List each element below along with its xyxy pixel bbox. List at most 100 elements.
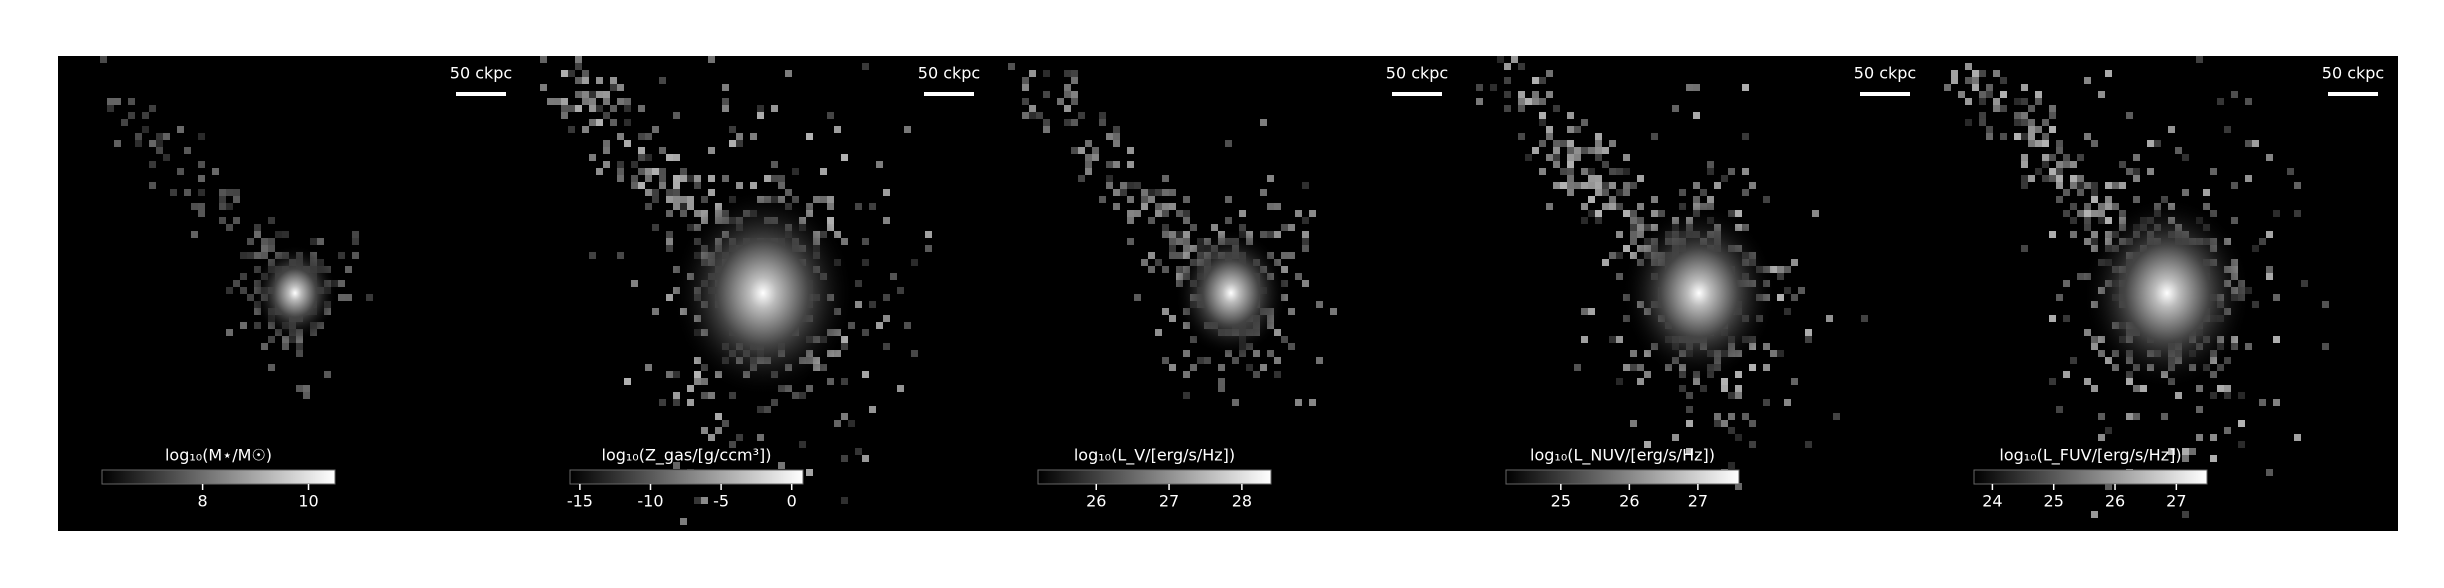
pixel — [1972, 77, 1979, 84]
pixel — [268, 245, 275, 252]
pixel — [2056, 168, 2063, 175]
pixel — [701, 378, 708, 385]
pixel — [2056, 406, 2063, 413]
pixel — [1567, 126, 1574, 133]
pixel — [680, 168, 687, 175]
pixel — [1721, 385, 1728, 392]
pixel — [1623, 154, 1630, 161]
pixel — [652, 126, 659, 133]
pixel — [1651, 210, 1658, 217]
pixel — [1609, 203, 1616, 210]
pixel — [1036, 112, 1043, 119]
pixel — [1651, 133, 1658, 140]
pixel — [785, 70, 792, 77]
pixel — [1616, 189, 1623, 196]
pixel — [771, 105, 778, 112]
pixel — [701, 392, 708, 399]
pixel — [596, 91, 603, 98]
pixel — [1574, 154, 1581, 161]
pixel — [799, 441, 806, 448]
pixel — [1239, 224, 1246, 231]
pixel — [2294, 434, 2301, 441]
pixel — [1965, 77, 1972, 84]
pixel — [352, 231, 359, 238]
pixel — [1232, 399, 1239, 406]
pixel — [1742, 189, 1749, 196]
pixel — [2224, 126, 2231, 133]
core — [672, 189, 854, 397]
pixel — [1546, 126, 1553, 133]
pixel — [1043, 126, 1050, 133]
pixel — [345, 266, 352, 273]
pixel — [1581, 336, 1588, 343]
pixel — [848, 322, 855, 329]
pixel — [1567, 147, 1574, 154]
pixel — [2077, 154, 2084, 161]
pixel — [2147, 168, 2154, 175]
pixel — [1623, 168, 1630, 175]
core — [1175, 229, 1287, 357]
pixel — [1637, 203, 1644, 210]
pixel — [785, 189, 792, 196]
pixel — [128, 112, 135, 119]
pixel — [254, 266, 261, 273]
pixel — [2014, 112, 2021, 119]
pixel — [2252, 245, 2259, 252]
pixel — [1609, 252, 1616, 259]
pixel — [2119, 161, 2126, 168]
pixel — [771, 175, 778, 182]
pixel — [282, 231, 289, 238]
pixel — [1986, 133, 1993, 140]
pixel — [1728, 427, 1735, 434]
pixel — [2028, 119, 2035, 126]
pixel — [1644, 371, 1651, 378]
pixel — [2133, 413, 2140, 420]
pixel — [1602, 259, 1609, 266]
pixel — [757, 112, 764, 119]
pixel — [2049, 168, 2056, 175]
pixel — [673, 203, 680, 210]
pixel — [1155, 189, 1162, 196]
pixel — [1581, 182, 1588, 189]
pixel — [1623, 364, 1630, 371]
pixel — [1211, 224, 1218, 231]
pixel — [1979, 91, 1986, 98]
pixel — [2014, 133, 2021, 140]
pixel — [827, 203, 834, 210]
pixel — [1539, 98, 1546, 105]
colorbar-tick-label: 28 — [1232, 492, 1252, 511]
pixel — [1588, 147, 1595, 154]
pixel — [1518, 63, 1525, 70]
pixel — [596, 119, 603, 126]
pixel — [575, 105, 582, 112]
pixel — [1721, 420, 1728, 427]
pixel — [1637, 231, 1644, 238]
pixel — [1281, 252, 1288, 259]
pixel — [1602, 203, 1609, 210]
pixel — [1511, 56, 1518, 63]
pixel — [268, 336, 275, 343]
pixel — [2091, 511, 2098, 518]
pixel — [1141, 189, 1148, 196]
pixel — [834, 126, 841, 133]
pixel — [624, 140, 631, 147]
pixel — [687, 385, 694, 392]
colorbar-tick-label: -15 — [567, 492, 593, 511]
pixel — [1316, 357, 1323, 364]
pixel — [2000, 105, 2007, 112]
pixel — [2266, 266, 2273, 273]
pixel — [1630, 217, 1637, 224]
scale-label: 50 ckpc — [450, 64, 512, 83]
pixel — [589, 98, 596, 105]
pixel — [1728, 413, 1735, 420]
pixel — [2245, 98, 2252, 105]
pixel — [142, 112, 149, 119]
pixel — [673, 399, 680, 406]
pixel — [1225, 140, 1232, 147]
pixel — [1693, 112, 1700, 119]
pixel — [1162, 210, 1169, 217]
pixel — [547, 98, 554, 105]
pixel — [156, 147, 163, 154]
colorbar-tick-label: 26 — [2105, 492, 2125, 511]
pixel — [1169, 315, 1176, 322]
